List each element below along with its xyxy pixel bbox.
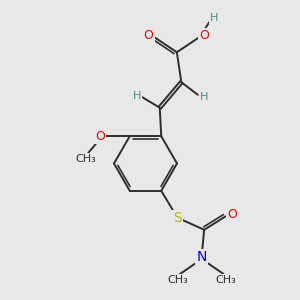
Text: N: N <box>196 250 207 264</box>
Text: O: O <box>144 29 154 42</box>
Text: CH₃: CH₃ <box>76 154 97 164</box>
Text: O: O <box>227 208 237 221</box>
Text: CH₃: CH₃ <box>215 275 236 285</box>
Text: S: S <box>173 211 182 225</box>
Text: H: H <box>210 13 218 23</box>
Text: H: H <box>133 91 141 101</box>
Text: H: H <box>200 92 208 102</box>
Text: O: O <box>199 29 209 42</box>
Text: CH₃: CH₃ <box>167 275 188 285</box>
Text: O: O <box>95 130 105 143</box>
